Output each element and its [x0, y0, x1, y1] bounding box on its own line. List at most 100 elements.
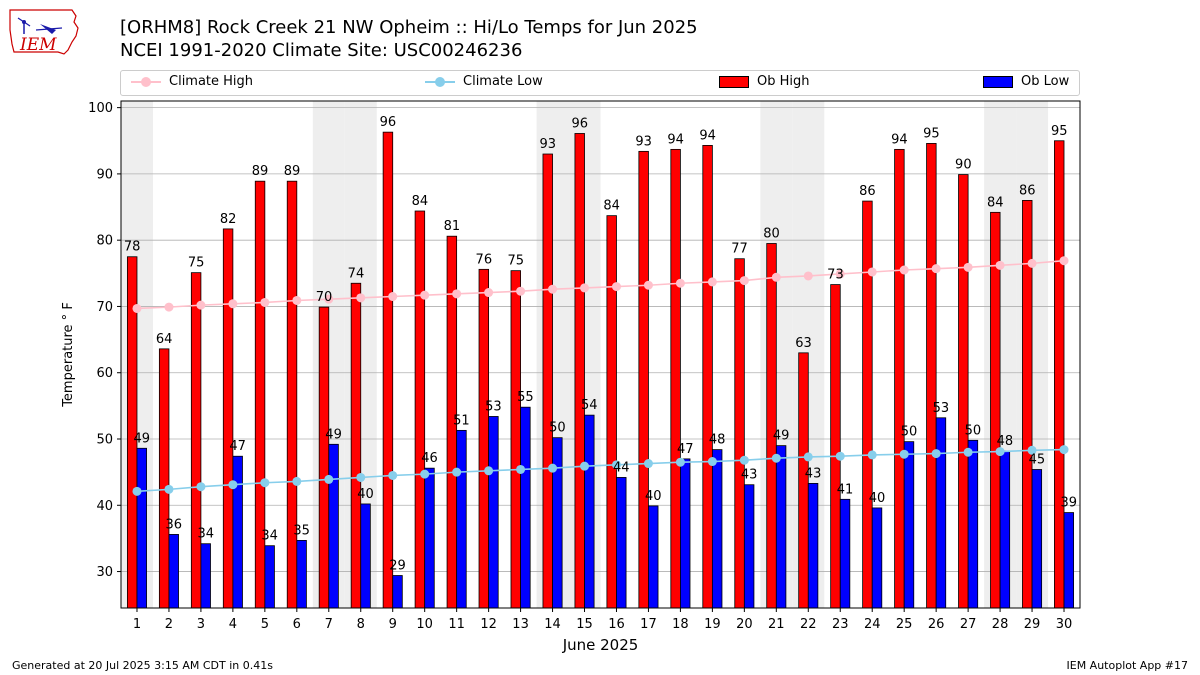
x-tick-label: 27 — [960, 617, 977, 632]
ob-low-bar — [136, 447, 147, 609]
ob-high-bar — [926, 143, 937, 609]
ob-high-label: 93 — [539, 137, 556, 152]
ob-low-label: 47 — [677, 442, 694, 457]
ob-high-swatch — [719, 75, 749, 88]
climate-low-point — [452, 467, 462, 477]
ob-high-bar — [222, 228, 234, 609]
climate-high-point — [580, 283, 590, 293]
climate-low-line — [136, 448, 1065, 493]
climate-low-point — [292, 476, 302, 486]
ob-high-bar — [574, 133, 585, 609]
ob-low-label: 47 — [229, 439, 246, 454]
ob-high-label: 76 — [476, 252, 493, 267]
climate-high-point — [611, 282, 621, 292]
ob-low-label: 40 — [869, 491, 886, 506]
ob-low-label: 39 — [1061, 496, 1078, 511]
ob-high-label: 89 — [252, 164, 269, 179]
ob-high-bar — [606, 215, 617, 609]
ob-low-label: 49 — [773, 429, 790, 444]
climate-high-point — [516, 286, 526, 296]
ob-high-label: 74 — [348, 266, 365, 281]
x-tick-label: 23 — [832, 617, 849, 632]
climate-high-point — [643, 280, 653, 290]
climate-high-point — [356, 293, 366, 303]
ob-high-bar — [350, 282, 362, 609]
ob-high-label: 63 — [795, 336, 812, 351]
climate-low-point — [867, 450, 877, 460]
ob-high-bar — [542, 153, 553, 609]
climate-high-point — [995, 260, 1005, 270]
climate-low-point — [548, 463, 558, 473]
y-tick-label: 40 — [96, 499, 113, 514]
ob-low-label: 43 — [741, 468, 758, 483]
climate-low-point — [260, 478, 270, 488]
x-tick-label: 7 — [325, 617, 333, 632]
ob-low-label: 36 — [165, 517, 182, 532]
climate-high-point — [164, 302, 174, 312]
ob-high-bar — [958, 174, 969, 609]
ob-low-bar — [552, 437, 563, 609]
climate-high-point — [452, 289, 462, 299]
ob-high-bar — [382, 131, 394, 609]
y-axis-label: Temperature ° F — [61, 302, 76, 408]
climate-low-point — [580, 461, 590, 471]
climate-high-point — [420, 290, 430, 300]
ob-low-label: 51 — [453, 413, 470, 428]
ob-low-bar — [967, 439, 979, 609]
climate-low-point — [388, 470, 398, 480]
x-tick-label: 19 — [704, 617, 721, 632]
ob-low-bar — [584, 414, 595, 609]
x-tick-label: 13 — [512, 617, 529, 632]
ob-high-bar — [1054, 140, 1065, 609]
climate-high-point — [1059, 256, 1069, 266]
y-tick-label: 70 — [96, 300, 113, 315]
x-tick-label: 28 — [992, 617, 1009, 632]
ob-high-label: 73 — [827, 268, 844, 283]
climate-low-swatch — [425, 75, 455, 89]
ob-low-bar — [328, 443, 339, 609]
ob-low-label: 34 — [261, 529, 278, 544]
x-tick-label: 6 — [293, 617, 301, 632]
climate-high-point — [196, 300, 206, 310]
ob-high-label: 70 — [316, 290, 333, 305]
y-tick-label: 60 — [96, 366, 113, 381]
climate-low-point — [228, 480, 238, 490]
ob-low-bar — [232, 455, 243, 609]
x-axis-label: June 2025 — [562, 636, 639, 654]
ob-high-label: 81 — [444, 219, 461, 234]
ob-high-bar — [894, 148, 905, 609]
ob-low-bar — [488, 416, 499, 609]
climate-high-point — [835, 269, 845, 279]
ob-low-bar — [680, 458, 691, 609]
ob-high-label: 96 — [380, 115, 397, 130]
ob-low-label: 48 — [997, 434, 1014, 449]
x-tick-label: 4 — [229, 617, 237, 632]
legend-item-climate-high: Climate High — [131, 74, 253, 89]
y-tick-label: 90 — [96, 167, 113, 182]
ob-low-label: 43 — [805, 466, 822, 481]
ob-high-label: 93 — [635, 134, 652, 149]
ob-low-label: 50 — [901, 425, 918, 440]
x-tick-label: 20 — [736, 617, 753, 632]
ob-low-bar — [903, 441, 915, 609]
climate-high-swatch — [131, 75, 161, 89]
ob-low-bar — [999, 450, 1011, 609]
climate-high-line — [136, 259, 1065, 310]
climate-high-point — [963, 262, 973, 272]
y-tick-label: 80 — [96, 234, 113, 249]
ob-low-bar — [264, 545, 275, 609]
ob-high-label: 77 — [731, 242, 748, 257]
legend: Climate High Climate Low Ob High Ob Low — [120, 70, 1080, 96]
y-tick-label: 100 — [88, 101, 113, 116]
legend-item-climate-low: Climate Low — [425, 74, 543, 89]
climate-high-point — [324, 294, 334, 304]
legend-item-ob-high: Ob High — [719, 74, 810, 89]
climate-low-point — [803, 452, 813, 462]
x-tick-label: 26 — [928, 617, 945, 632]
climate-low-point — [899, 449, 909, 459]
climate-high-point — [260, 297, 270, 307]
ob-low-label: 50 — [965, 423, 982, 438]
ob-low-bar — [807, 483, 819, 609]
ob-low-label: 53 — [933, 401, 950, 416]
ob-low-bar — [616, 477, 627, 609]
